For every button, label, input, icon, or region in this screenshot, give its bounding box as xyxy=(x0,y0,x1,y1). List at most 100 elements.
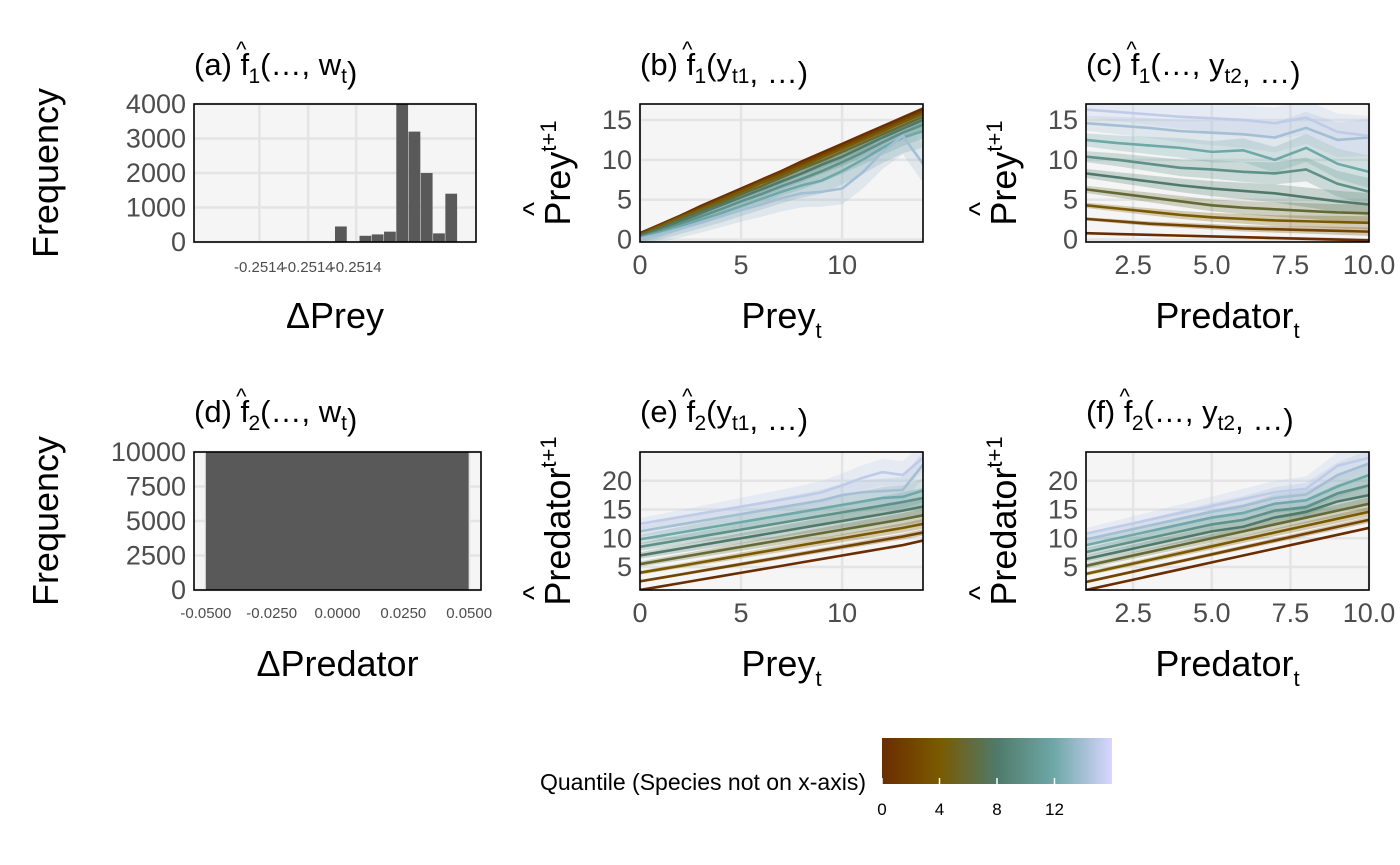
bars xyxy=(335,104,458,242)
series-line-q6 xyxy=(1086,502,1369,568)
series-ribbon xyxy=(640,452,923,537)
series-group xyxy=(640,452,923,590)
y-tick-label: 5 xyxy=(617,185,632,215)
hat-mark: ^ xyxy=(964,586,997,600)
y-tick-label: 5000 xyxy=(126,506,186,536)
histogram-bar xyxy=(205,452,469,590)
series-line-q6 xyxy=(640,513,923,566)
panel-title: (a) f^1(…, wt) xyxy=(194,37,357,90)
y-tick-label: 2000 xyxy=(126,158,186,188)
plot-border xyxy=(639,103,924,243)
x-tick-label: 0.0250 xyxy=(380,605,426,622)
series-line-q14 xyxy=(1086,462,1369,541)
series-line-q10 xyxy=(640,496,923,549)
series-ribbon xyxy=(640,117,923,242)
x-tick-label: 2.5 xyxy=(1114,598,1152,628)
colorbar-tick-label: 8 xyxy=(992,800,1001,819)
histogram-bar xyxy=(396,104,409,242)
series-ribbon xyxy=(640,452,923,530)
y-axis-label: Frequency xyxy=(25,436,66,606)
series-line-q8 xyxy=(1086,172,1369,206)
x-tick-label: 2.5 xyxy=(1114,250,1152,280)
y-tick-label: 15 xyxy=(1048,495,1078,525)
series-line-q2 xyxy=(1086,217,1369,233)
y-tick-label: 0 xyxy=(171,227,186,257)
series-line-q12 xyxy=(1086,473,1369,547)
series-line-q4 xyxy=(1086,510,1369,576)
series-line-q2 xyxy=(640,531,923,583)
panel-title: (b) f^1(yt1, …) xyxy=(640,37,808,90)
y-tick-label: 15 xyxy=(602,495,632,525)
series-ribbon xyxy=(1086,463,1369,550)
series-line-q10 xyxy=(640,123,923,239)
y-axis-label: Preyt+1 xyxy=(536,120,578,225)
x-tick-label: 5 xyxy=(734,598,749,628)
y-tick-label: 10 xyxy=(602,145,632,175)
x-tick-label: -0.0250 xyxy=(246,605,297,622)
colorbar-tick-label: 0 xyxy=(877,800,886,819)
histogram-bar xyxy=(335,226,347,242)
series-ribbon xyxy=(1086,168,1369,216)
series-line-q14 xyxy=(1086,121,1369,142)
histogram-bar xyxy=(371,234,384,242)
series-line-q14 xyxy=(640,463,923,533)
series-line-q6 xyxy=(640,115,923,237)
series-line-q8 xyxy=(1086,493,1369,561)
y-tick-label: 5 xyxy=(1063,185,1078,215)
x-axis-label: Preyt xyxy=(741,295,821,343)
hat-mark: ^ xyxy=(518,202,551,216)
y-tick-label: 10 xyxy=(602,523,632,553)
x-tick-label: 10.0 xyxy=(1343,250,1396,280)
series-line-q12 xyxy=(640,489,923,541)
x-tick-label: 5 xyxy=(734,250,749,280)
x-tick-label: 7.5 xyxy=(1272,598,1310,628)
series-line-q8 xyxy=(640,505,923,557)
series-ribbon xyxy=(1086,104,1369,156)
series-line-q12 xyxy=(1086,138,1369,174)
histogram-bar xyxy=(445,193,458,242)
bars xyxy=(205,452,469,590)
histogram-bar xyxy=(359,235,372,242)
x-tick-label: -0.2514 xyxy=(283,259,334,276)
y-tick-label: 10000 xyxy=(111,437,186,467)
colorbar-tick-label: 12 xyxy=(1045,800,1064,819)
series-group xyxy=(1086,452,1369,590)
y-tick-label: 0 xyxy=(617,225,632,255)
colorbar-tick-label: 4 xyxy=(935,800,944,819)
x-tick-label: -0.0500 xyxy=(180,605,231,622)
histogram-bar xyxy=(408,131,421,242)
y-tick-label: 0 xyxy=(171,575,186,605)
series-line-q14 xyxy=(640,134,923,241)
x-tick-label: 0.0500 xyxy=(446,605,492,622)
x-axis-label: Predatort xyxy=(1155,643,1299,691)
gridlines xyxy=(1086,452,1371,590)
x-tick-label: 0.0000 xyxy=(315,605,361,622)
series-line-q0 xyxy=(1086,526,1369,590)
y-tick-label: 15 xyxy=(602,105,632,135)
x-tick-label: 0 xyxy=(632,598,647,628)
series-line-q0 xyxy=(640,539,923,590)
y-axis-label: Predatort+1 xyxy=(982,436,1024,605)
x-tick-label: -0.2514 xyxy=(331,259,382,276)
series-line-q10 xyxy=(1086,155,1369,194)
colorbar-ticks: 0 4 8 12 xyxy=(877,778,1064,819)
series-line-q12 xyxy=(640,129,923,240)
panels-container: (a) f^1(…, wt)01000200030004000-0.2514-0… xyxy=(25,37,1395,691)
series-line-q6 xyxy=(1086,188,1369,215)
series-line-q4 xyxy=(1086,204,1369,225)
plot-border xyxy=(1085,103,1370,243)
y-axis-label: Frequency xyxy=(25,88,66,258)
y-tick-label: 2500 xyxy=(126,541,186,571)
series-line-q15 xyxy=(1086,456,1369,535)
plot-border xyxy=(1085,451,1370,591)
y-axis-label: Preyt+1 xyxy=(982,120,1024,225)
plot-border xyxy=(193,103,477,243)
x-tick-label: -0.2514 xyxy=(234,259,285,276)
panel-a: (a) f^1(…, wt)01000200030004000-0.2514-0… xyxy=(25,37,477,336)
x-axis-label: ΔPredator xyxy=(256,643,418,684)
y-tick-label: 4000 xyxy=(126,89,186,119)
x-tick-label: 5.0 xyxy=(1193,250,1231,280)
x-tick-label: 5.0 xyxy=(1193,598,1231,628)
